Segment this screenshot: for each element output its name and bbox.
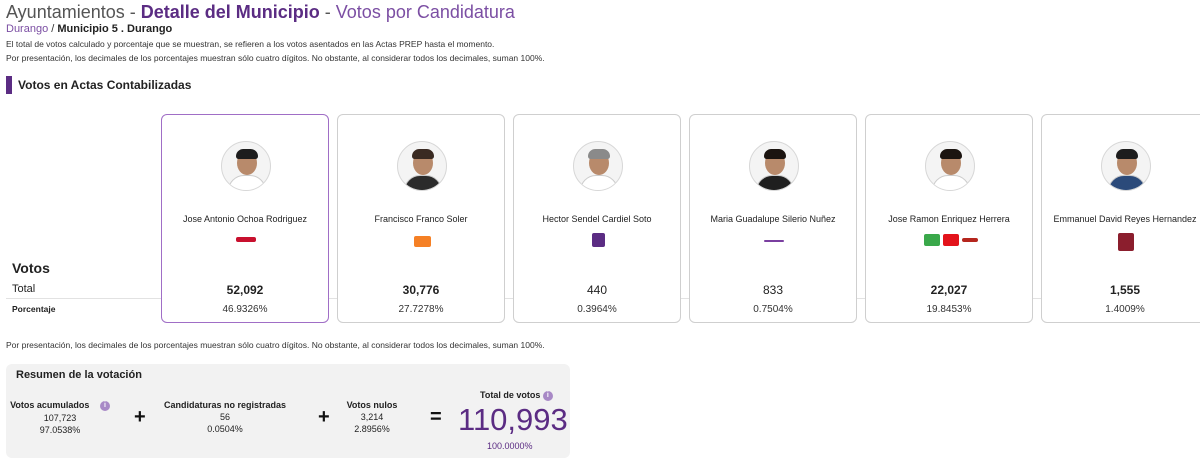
- summary-total-percent: 100.0000%: [487, 441, 533, 451]
- row-label-porcentaje: Porcentaje: [12, 304, 56, 314]
- plus-sign: +: [318, 406, 330, 428]
- breadcrumb-current: Municipio 5 . Durango: [57, 23, 173, 35]
- photo-body: [404, 175, 442, 190]
- summary-null-percent: 2.8956%: [354, 424, 390, 434]
- candidate-photo: [221, 141, 271, 191]
- photo-hair: [236, 149, 258, 159]
- breadcrumb-state-link[interactable]: Durango: [6, 23, 49, 35]
- info-note-decimals-bottom: Por presentación, los decimales de los p…: [6, 340, 545, 350]
- candidate-photo: [397, 141, 447, 191]
- title-detail: Detalle del Municipio: [140, 2, 320, 22]
- summary-null-label: Votos nulos: [346, 400, 398, 410]
- morena-logo: [962, 238, 978, 242]
- pvem-logo: [924, 234, 940, 246]
- candidate-card[interactable]: Jose Ramon Enriquez Herrera 22,027 19.8453…: [865, 114, 1033, 323]
- candidate-percent: 46.9326%: [222, 304, 268, 315]
- candidate-name: Emmanuel David Reyes Hernandez: [1053, 214, 1197, 224]
- candidate-votes: 1,555: [1109, 283, 1141, 297]
- title-section: Ayuntamientos: [6, 2, 125, 22]
- photo-hair: [764, 149, 786, 159]
- candidate-percent: 1.4009%: [1105, 304, 1145, 315]
- summary-accumulated: Votos acumulados i 107,723 97.0538%: [10, 400, 110, 435]
- photo-body: [580, 175, 618, 190]
- pt-logo: [943, 234, 959, 246]
- candidate-name: Hector Sendel Cardiel Soto: [542, 214, 652, 224]
- info-note-total: El total de votos calculado y porcentaje…: [6, 39, 495, 49]
- candidate-card[interactable]: Maria Guadalupe Silerio Nuñez 833 0.7504%: [689, 114, 857, 323]
- photo-hair: [588, 149, 610, 159]
- row-label-votos: Votos: [12, 260, 50, 276]
- candidate-votes: 833: [762, 283, 784, 297]
- summary-title: Resumen de la votación: [16, 369, 142, 381]
- breadcrumb: Durango / Municipio 5 . Durango: [6, 23, 173, 35]
- candidate-name: Francisco Franco Soler: [374, 214, 468, 224]
- candidate-votes: 30,776: [402, 283, 440, 297]
- coalition-purple-logo: [764, 240, 784, 242]
- photo-body: [932, 175, 970, 190]
- equals-sign: =: [430, 406, 442, 428]
- candidate-photo: [1101, 141, 1151, 191]
- photo-hair: [1116, 149, 1138, 159]
- summary-accumulated-votes: 107,723: [43, 412, 77, 423]
- info-icon[interactable]: i: [99, 400, 110, 411]
- title-subtitle: Votos por Candidatura: [335, 2, 515, 22]
- candidate-card[interactable]: Emmanuel David Reyes Hernandez 1,555 1.400…: [1041, 114, 1200, 323]
- info-note-decimals: Por presentación, los decimales de los p…: [6, 53, 545, 63]
- summary-unregistered-percent: 0.0504%: [207, 424, 243, 434]
- section-title: Votos en Actas Contabilizadas: [18, 78, 192, 92]
- photo-body: [756, 175, 794, 190]
- photo-hair: [412, 149, 434, 159]
- summary-unregistered-votes: 56: [219, 412, 230, 422]
- plus-sign: +: [134, 406, 146, 428]
- todos-logo: [1118, 233, 1134, 251]
- candidate-name: Jose Ramon Enriquez Herrera: [888, 214, 1010, 224]
- info-icon[interactable]: i: [542, 390, 553, 401]
- section-accent-bar: [6, 76, 12, 94]
- movimiento-ciudadano-logo: [414, 236, 431, 247]
- vote-summary-panel: Resumen de la votación Votos acumulados …: [6, 364, 570, 458]
- row-label-total: Total: [12, 283, 36, 295]
- summary-total-votes: 110,993: [458, 402, 568, 437]
- summary-null-votes: 3,214: [360, 412, 384, 422]
- summary-accumulated-label: Votos acumulados: [10, 400, 90, 410]
- summary-total-label: Total de votos: [480, 390, 541, 400]
- summary-unregistered-label: Candidaturas no registradas: [163, 400, 287, 410]
- candidate-photo: [749, 141, 799, 191]
- coalition-red-logo: [236, 237, 256, 242]
- candidate-name: Jose Antonio Ochoa Rodriguez: [182, 214, 308, 224]
- photo-body: [228, 175, 266, 190]
- candidate-votes: 22,027: [930, 283, 968, 297]
- summary-unregistered: Candidaturas no registradas 56 0.0504%: [156, 400, 294, 434]
- candidate-photo: [573, 141, 623, 191]
- candidate-card[interactable]: Francisco Franco Soler 30,776 27.7278%: [337, 114, 505, 323]
- candidate-card[interactable]: Hector Sendel Cardiel Soto 440 0.3964%: [513, 114, 681, 323]
- section-header: Votos en Actas Contabilizadas: [6, 76, 191, 94]
- candidate-percent: 19.8453%: [926, 304, 972, 315]
- candidate-percent: 0.3964%: [577, 304, 617, 315]
- candidate-votes: 52,092: [226, 283, 264, 297]
- pes-logo: [592, 233, 605, 247]
- candidate-percent: 0.7504%: [753, 304, 793, 315]
- photo-body: [1108, 175, 1146, 190]
- page-title: Ayuntamientos - Detalle del Municipio - …: [6, 2, 515, 22]
- candidate-name: Maria Guadalupe Silerio Nuñez: [710, 214, 836, 224]
- candidate-percent: 27.7278%: [398, 304, 444, 315]
- candidate-votes: 440: [586, 283, 608, 297]
- candidate-card[interactable]: Jose Antonio Ochoa Rodriguez 52,092 46.932…: [161, 114, 329, 323]
- summary-null: Votos nulos 3,214 2.8956%: [340, 400, 404, 434]
- summary-accumulated-percent: 97.0538%: [39, 424, 81, 435]
- photo-hair: [940, 149, 962, 159]
- candidate-photo: [925, 141, 975, 191]
